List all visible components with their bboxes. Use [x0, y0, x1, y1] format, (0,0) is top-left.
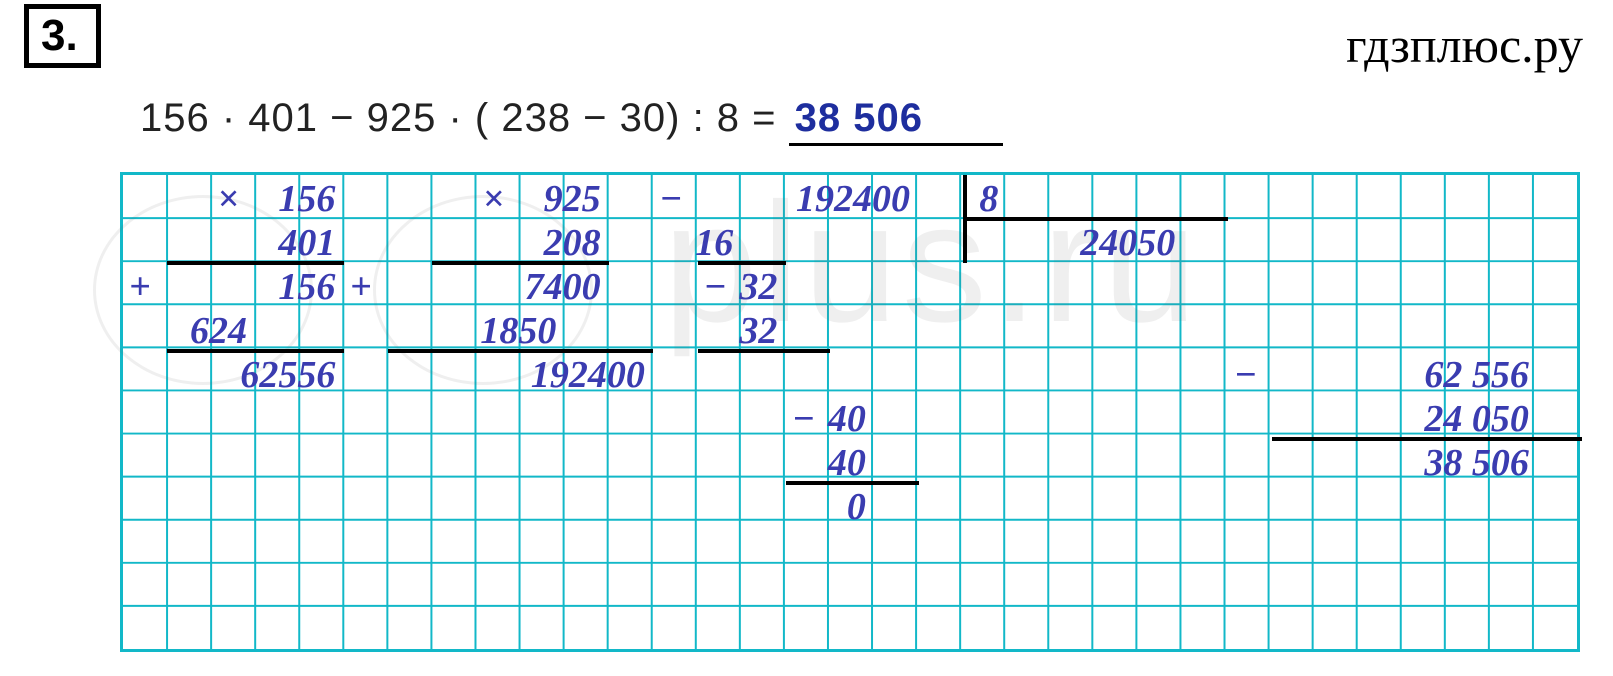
div-minus1: −: [659, 177, 682, 221]
mult2-p2: 1850: [480, 309, 556, 353]
sub-b: 24 050: [1424, 397, 1529, 441]
div-step-5: 0: [847, 485, 866, 529]
mult1-a: 156: [278, 177, 335, 221]
mult1-p1: 156: [278, 265, 335, 309]
div-step-0: 16: [695, 221, 733, 265]
mult1-b: 401: [278, 221, 335, 265]
div-rule-2: [698, 349, 831, 353]
div-step-3: 40: [828, 397, 866, 441]
problem-number: 3.: [41, 11, 78, 60]
mult2-times: ×: [483, 177, 505, 221]
work-grid: plus.ru ×156401+15662462556×925208+74001…: [120, 172, 1580, 652]
equation-answer: 38 506: [789, 96, 1003, 146]
div-step-1: 32: [739, 265, 777, 309]
div-minus-3: −: [792, 397, 815, 441]
sub-a: 62 556: [1424, 353, 1529, 397]
mult2-a: 925: [544, 177, 601, 221]
equation-line: 156 · 401 − 925 · ( 238 − 30) : 8 = 38 5…: [140, 96, 1003, 146]
sub-minus: −: [1234, 353, 1257, 397]
div-minus-1: −: [704, 265, 727, 309]
mult1-result: 62556: [240, 353, 335, 397]
div-step-2: 32: [739, 309, 777, 353]
mult2-result: 192400: [531, 353, 645, 397]
equation-lhs: 156 · 401 − 925 · ( 238 − 30) : 8 =: [140, 96, 789, 140]
mult1-times: ×: [217, 177, 239, 221]
div-quotient: 24050: [1080, 221, 1175, 265]
problem-number-box: 3.: [24, 4, 101, 68]
div-step-4: 40: [828, 441, 866, 485]
mult2-p1: 7400: [525, 265, 601, 309]
div-divisor: 8: [979, 177, 998, 221]
mult1-plus: +: [129, 265, 151, 309]
mult1-p2: 624: [190, 309, 247, 353]
mult2-b: 208: [544, 221, 601, 265]
site-name: гдзплюс.ру: [1346, 16, 1583, 74]
mult2-plus: +: [350, 265, 372, 309]
sub-result: 38 506: [1424, 441, 1529, 485]
div-dividend: 192400: [796, 177, 910, 221]
